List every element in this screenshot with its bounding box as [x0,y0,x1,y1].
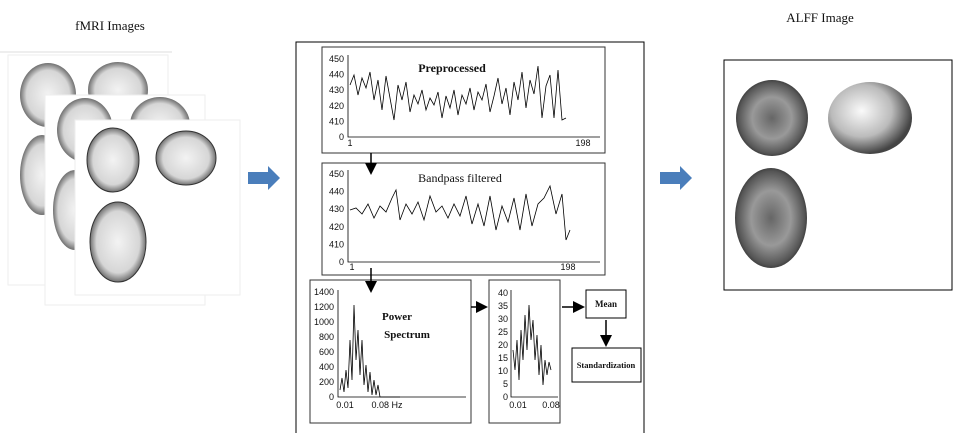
panel-title: Bandpass filtered [418,171,502,185]
x-tick-label: 198 [560,262,575,272]
y-tick-label: 450 [329,169,344,179]
fmri-stack [8,55,240,305]
y-tick-label: 200 [319,377,334,387]
input-title: fMRI Images [75,18,145,33]
y-tick-label: 1000 [314,317,334,327]
flow-arrow [660,166,692,190]
y-tick-label: 0 [339,132,344,142]
x-tick-label: 0.01 [509,400,527,410]
panel-title: Spectrum [384,329,430,341]
y-tick-label: 800 [319,332,334,342]
x-tick-label: 0.08 Hz [371,400,403,410]
y-tick-label: 35 [498,301,508,311]
step-label: Standardization [577,360,636,370]
y-tick-label: 30 [498,314,508,324]
y-tick-label: 15 [498,353,508,363]
panel-title: Power [382,311,412,323]
page: fMRI Images Preprocessed Bandpass filter… [0,0,954,433]
y-tick-label: 410 [329,239,344,249]
x-tick-label: 0.01 [336,400,354,410]
y-tick-label: 440 [329,187,344,197]
y-tick-label: 5 [503,379,508,389]
x-tick-label: 1 [349,262,354,272]
x-tick-label: 198 [575,138,590,148]
y-tick-label: 1400 [314,287,334,297]
y-tick-label: 440 [329,70,344,80]
y-tick-label: 410 [329,116,344,126]
y-tick-label: 10 [498,366,508,376]
output-title: ALFF Image [786,10,854,25]
y-tick-label: 430 [329,204,344,214]
flow-arrow [248,166,280,190]
y-tick-label: 420 [329,222,344,232]
y-tick-label: 1200 [314,302,334,312]
y-tick-label: 0 [339,257,344,267]
x-tick-label: 0.08 [542,400,560,410]
y-tick-label: 0 [329,392,334,402]
step-label: Mean [595,299,617,309]
y-tick-label: 450 [329,54,344,64]
y-tick-label: 430 [329,85,344,95]
y-tick-label: 40 [498,288,508,298]
x-tick-label: 1 [347,138,352,148]
diagram: fMRI Images Preprocessed Bandpass filter… [0,0,954,433]
y-tick-label: 420 [329,101,344,111]
y-tick-label: 20 [498,340,508,350]
y-tick-label: 400 [319,362,334,372]
y-tick-label: 25 [498,327,508,337]
panel-title: Preprocessed [418,61,486,75]
y-tick-label: 0 [503,392,508,402]
y-tick-label: 600 [319,347,334,357]
